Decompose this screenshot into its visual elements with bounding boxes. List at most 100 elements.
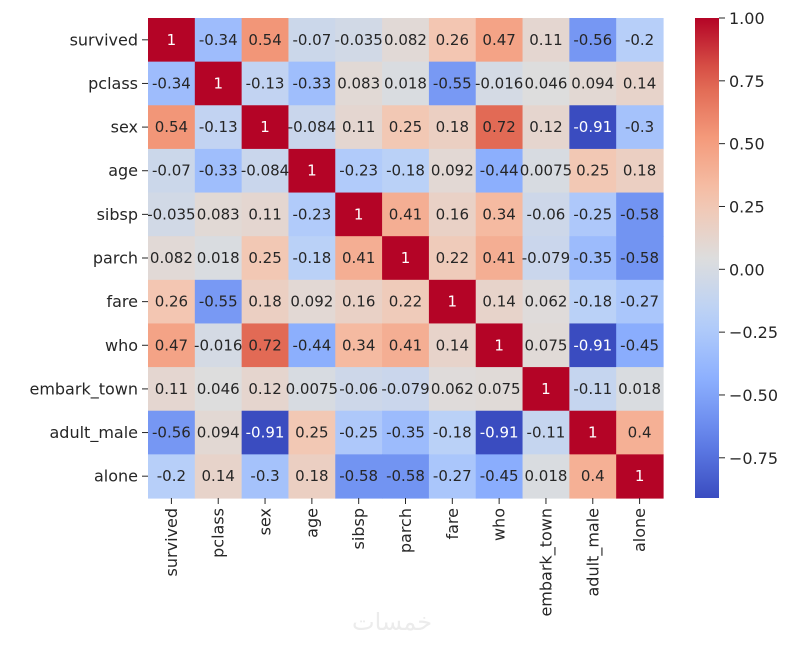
cell-annotation: 0.72: [482, 118, 515, 136]
cell-annotation: 0.082: [384, 31, 427, 49]
cell-annotation: 1: [260, 118, 270, 136]
heatmap-cell: [335, 148, 383, 194]
y-tick-label: survived: [70, 30, 138, 49]
cell-annotation: -0.23: [339, 162, 378, 180]
cell-annotation: -0.91: [573, 118, 612, 136]
cell-annotation: -0.06: [527, 205, 566, 223]
cell-annotation: -0.34: [152, 74, 191, 92]
heatmap-cell: [569, 61, 617, 106]
heatmap-annotations: 1 -0.34 0.54 -0.07 -0.035 0.082 0.26 0.47 0.11 -0…: [147, 31, 661, 485]
cell-annotation: -0.2: [625, 31, 654, 49]
cell-annotation: 0.18: [248, 293, 281, 311]
cell-annotation: 1: [401, 249, 411, 267]
cell-annotation: 0.34: [482, 205, 515, 223]
colorbar: 1.00 0.75 0.50 0.25 0.00 −0.25 −0.50 −0.75: [695, 9, 778, 498]
heatmap-cell: [475, 61, 524, 106]
heatmap-cell: [148, 367, 196, 412]
cell-annotation: 0.075: [478, 380, 521, 398]
cell-annotation: 0.54: [155, 118, 188, 136]
cell-annotation: 0.18: [295, 467, 328, 485]
heatmap-cell: [475, 105, 524, 150]
heatmap-cell: [194, 454, 243, 499]
heatmap-cell: [475, 410, 524, 455]
x-tick-label: parch: [396, 508, 415, 553]
heatmap-cell: [194, 323, 243, 368]
cell-annotation: -0.18: [386, 162, 425, 180]
heatmap-cell: [241, 18, 290, 63]
heatmap-cell: [382, 454, 430, 499]
cell-annotation: 0.22: [389, 293, 422, 311]
y-tick-label: sibsp: [97, 205, 138, 224]
heatmap-cell: [241, 410, 290, 455]
cell-annotation: 0.47: [155, 336, 188, 354]
x-tick-label: adult_male: [583, 508, 603, 597]
cell-annotation: 0.41: [482, 249, 515, 267]
cell-annotation: 0.25: [389, 118, 422, 136]
heatmap-cell: [194, 279, 243, 325]
heatmap-cell: [569, 323, 617, 368]
y-tick-label: age: [108, 161, 138, 180]
cell-annotation: -0.18: [433, 424, 472, 442]
heatmap-cell: [475, 367, 524, 412]
colorbar-tick-label: 0.00: [729, 260, 765, 279]
cell-annotation: -0.34: [199, 31, 238, 49]
heatmap-cell: [382, 410, 430, 455]
cell-annotation: 0.25: [576, 162, 609, 180]
y-tick-label: adult_male: [50, 423, 139, 443]
y-tick-label: fare: [106, 292, 138, 311]
heatmap-cell: [241, 105, 290, 150]
heatmap-cell: [569, 105, 617, 150]
heatmap-cell: [428, 105, 477, 150]
cell-annotation: 0.16: [436, 205, 469, 223]
cell-annotation: -0.35: [386, 424, 425, 442]
cell-annotation: -0.91: [573, 336, 612, 354]
cell-annotation: -0.58: [620, 249, 659, 267]
heatmap-cell: [335, 323, 383, 368]
heatmap-cell: [241, 279, 290, 325]
heatmap-cell: [241, 454, 290, 499]
cell-annotation: -0.91: [480, 424, 519, 442]
y-tick-label: sex: [111, 118, 138, 137]
cell-annotation: 0.26: [436, 31, 469, 49]
cell-annotation: 1: [167, 31, 177, 49]
cell-annotation: 0.018: [618, 380, 661, 398]
heatmap-cell: [335, 61, 383, 106]
heatmap-cell: [616, 105, 664, 150]
cell-annotation: 0.16: [342, 293, 375, 311]
heatmap-cell: [569, 18, 617, 63]
heatmap-cell: [194, 18, 243, 63]
cell-annotation: 0.25: [248, 249, 281, 267]
heatmap-cell: [616, 279, 664, 325]
heatmap-cell: [148, 454, 196, 499]
heatmap-cell: [382, 279, 430, 325]
heatmap-cell: [522, 61, 570, 106]
cell-annotation: 1: [448, 293, 458, 311]
y-tick-label: alone: [94, 467, 138, 486]
heatmap-cell: [194, 148, 243, 194]
heatmap-cell: [569, 148, 617, 194]
cell-annotation: -0.035: [335, 31, 383, 49]
cell-annotation: 0.47: [482, 31, 515, 49]
heatmap-cell: [194, 236, 243, 281]
heatmap-cell: [241, 367, 290, 412]
cell-annotation: 0.11: [155, 380, 188, 398]
heatmap-cell: [194, 61, 243, 106]
cell-annotation: -0.44: [480, 162, 519, 180]
heatmap-cell: [522, 367, 570, 412]
heatmap-cell: [616, 148, 664, 194]
y-tick-label: who: [105, 336, 138, 355]
colorbar-tick-label: −0.50: [729, 386, 778, 405]
heatmap-cell: [522, 410, 570, 455]
cell-annotation: 0.4: [628, 424, 652, 442]
heatmap-cell: [428, 192, 477, 237]
heatmap-cell: [335, 236, 383, 281]
cell-annotation: -0.18: [573, 293, 612, 311]
heatmap-cell: [616, 323, 664, 368]
heatmap-cells: [148, 18, 664, 499]
heatmap-cell: [288, 410, 336, 455]
heatmap-cell: [569, 454, 617, 499]
heatmap-cell: [428, 148, 477, 194]
heatmap-cell: [522, 192, 570, 237]
cell-annotation: 0.11: [342, 118, 375, 136]
